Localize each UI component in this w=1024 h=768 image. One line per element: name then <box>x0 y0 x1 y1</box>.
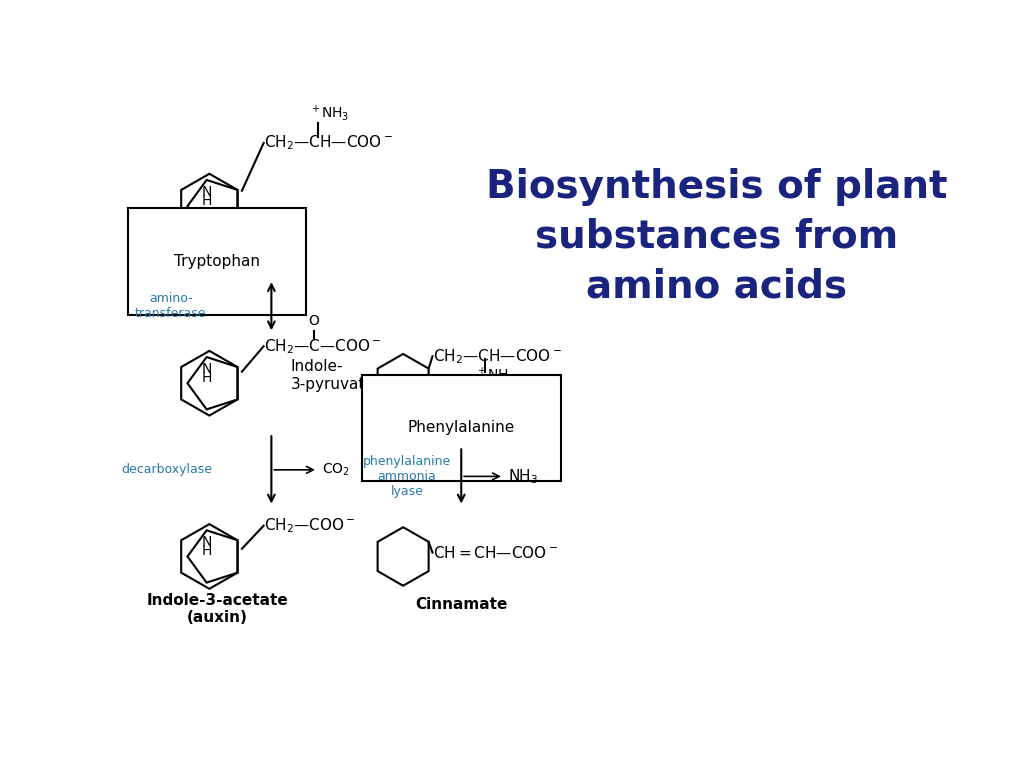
Text: Tryptophan: Tryptophan <box>174 254 260 269</box>
Text: N: N <box>202 535 212 549</box>
Text: CH$_2$—C—COO$^-$: CH$_2$—C—COO$^-$ <box>263 337 381 356</box>
Text: O: O <box>308 314 319 328</box>
Text: H: H <box>202 194 212 208</box>
Text: Indole-
3-pyruvate: Indole- 3-pyruvate <box>291 359 375 392</box>
Text: NH$_3$: NH$_3$ <box>508 467 539 485</box>
Text: $^+$NH$_3$: $^+$NH$_3$ <box>475 366 515 386</box>
Text: H: H <box>202 371 212 385</box>
Text: N: N <box>202 184 212 199</box>
Text: CO$_2$: CO$_2$ <box>322 462 350 478</box>
Text: Phenylalanine: Phenylalanine <box>408 420 515 435</box>
Text: $^+$NH$_3$: $^+$NH$_3$ <box>308 103 349 123</box>
Text: Cinnamate: Cinnamate <box>415 597 508 611</box>
Text: Biosynthesis of plant
substances from
amino acids: Biosynthesis of plant substances from am… <box>486 168 948 306</box>
Text: amino-
transferase: amino- transferase <box>135 292 207 320</box>
Text: CH$_2$—CH—COO$^-$: CH$_2$—CH—COO$^-$ <box>263 134 392 152</box>
Text: phenylalanine
ammonia
lyase: phenylalanine ammonia lyase <box>362 455 452 498</box>
Text: decarboxylase: decarboxylase <box>121 463 212 476</box>
Text: H: H <box>202 545 212 558</box>
Text: N: N <box>202 362 212 376</box>
Text: CH$=$CH—COO$^-$: CH$=$CH—COO$^-$ <box>432 545 557 561</box>
Text: Indole-3-acetate
(auxin): Indole-3-acetate (auxin) <box>146 593 288 625</box>
Text: CH$_2$—COO$^-$: CH$_2$—COO$^-$ <box>263 516 355 535</box>
Text: CH$_2$—CH—COO$^-$: CH$_2$—CH—COO$^-$ <box>432 347 561 366</box>
